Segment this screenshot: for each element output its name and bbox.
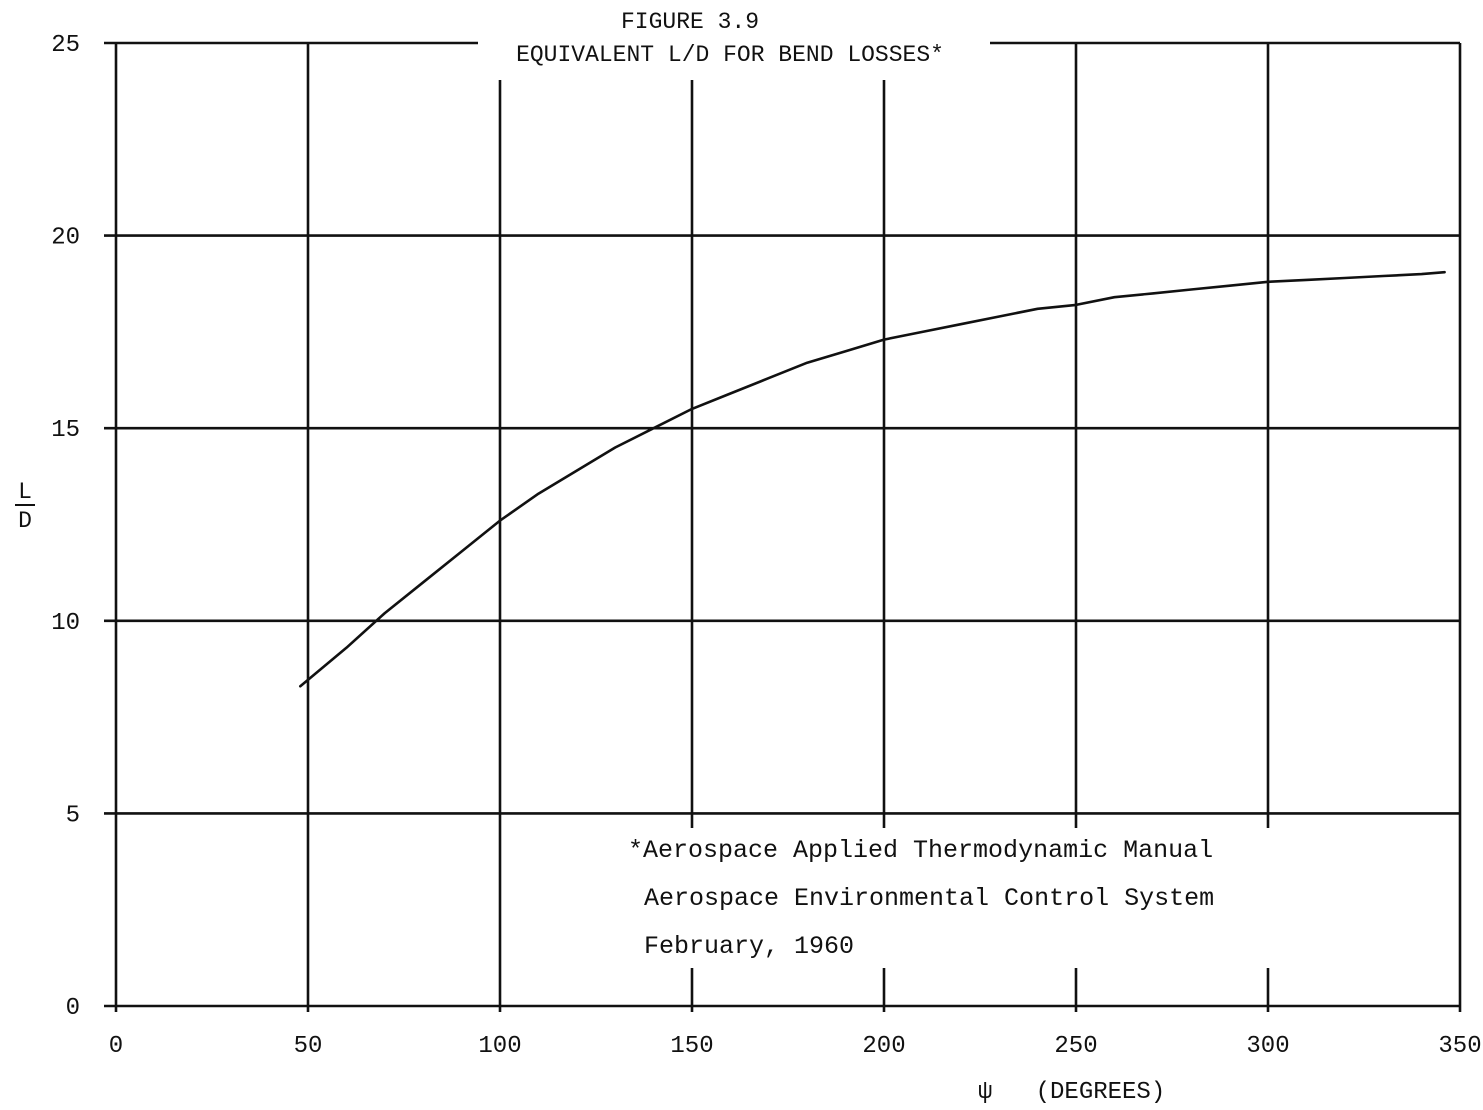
title-block: FIGURE 3.9 EQUIVALENT L/D FOR BEND LOSSE… <box>478 8 990 80</box>
source-note: *Aerospace Applied Thermodynamic Manual … <box>615 828 1270 968</box>
source-note-line-3: February, 1960 <box>644 932 854 961</box>
x-tick-label-7: 350 <box>1438 1033 1481 1060</box>
y-tick-label-5: 25 <box>51 32 80 59</box>
source-note-line-1: *Aerospace Applied Thermodynamic Manual <box>628 836 1213 865</box>
x-tick-label-3: 150 <box>670 1033 713 1060</box>
tick-labels: 0 50 100 150 200 250 300 350 0 5 10 15 20 25 <box>51 32 1481 1060</box>
x-tick-label-0: 0 <box>109 1033 123 1060</box>
y-axis-label-numerator: L <box>18 479 32 505</box>
x-tick-label-6: 300 <box>1246 1033 1289 1060</box>
y-tick-label-1: 5 <box>66 802 80 829</box>
x-tick-label-5: 250 <box>1054 1033 1097 1060</box>
series-line-0 <box>298 270 1446 688</box>
y-tick-label-4: 20 <box>51 225 80 252</box>
note-background <box>615 828 1270 968</box>
y-axis-label-denominator: D <box>18 508 32 534</box>
y-tick-label-0: 0 <box>66 995 80 1022</box>
series <box>298 270 1446 688</box>
title-background <box>478 8 990 80</box>
x-tick-label-1: 50 <box>294 1033 323 1060</box>
chart-subtitle: EQUIVALENT L/D FOR BEND LOSSES* <box>516 42 944 68</box>
x-tick-label-4: 200 <box>862 1033 905 1060</box>
axis-labels: ψ (DEGREES) L D <box>15 479 1165 1106</box>
x-tick-label-2: 100 <box>478 1033 521 1060</box>
x-axis-label: ψ (DEGREES) <box>978 1079 1165 1106</box>
chart-title: FIGURE 3.9 <box>621 9 759 35</box>
source-note-line-2: Aerospace Environmental Control System <box>644 884 1214 913</box>
y-tick-label-2: 10 <box>51 610 80 637</box>
y-tick-label-3: 15 <box>51 417 80 444</box>
